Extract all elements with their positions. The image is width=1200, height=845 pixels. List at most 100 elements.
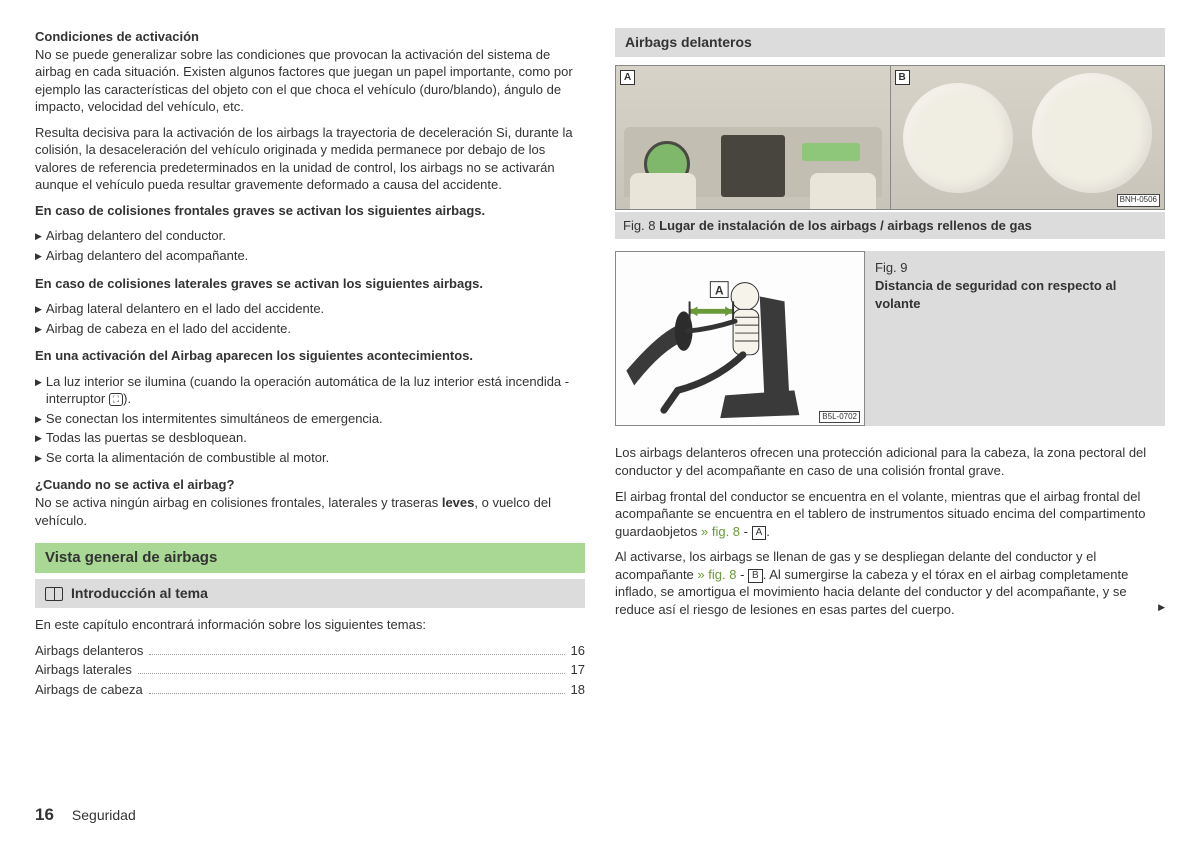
- bullet-icon: ▶: [35, 323, 42, 335]
- list-item: ▶ Todas las puertas se desbloquean.: [35, 429, 585, 447]
- ref-box-b: B: [748, 569, 763, 583]
- svg-text:A: A: [715, 284, 724, 298]
- section-intro-topic: Introducción al tema: [35, 579, 585, 608]
- toc-label: Airbags de cabeza: [35, 681, 143, 699]
- toc-dots: [149, 693, 565, 694]
- event-text-tail: ).: [123, 391, 131, 406]
- continue-marker-icon: ▶: [1158, 601, 1165, 613]
- bullet-icon: ▶: [35, 376, 42, 388]
- glovebox-highlight: [802, 143, 860, 161]
- noactivate-heading: ¿Cuando no se activa el airbag?: [35, 477, 234, 492]
- toc-row: Airbags de cabeza 18: [35, 681, 585, 699]
- list-text: Se conectan los intermitentes simultáneo…: [46, 410, 383, 428]
- airbag-shape: [1032, 73, 1152, 193]
- list-text: Todas las puertas se desbloquean.: [46, 429, 247, 447]
- list-text: Airbag delantero del conductor.: [46, 227, 226, 245]
- left-column: Condiciones de activación No se puede ge…: [35, 28, 585, 700]
- list-item: ▶ La luz interior se ilumina (cuando la …: [35, 373, 585, 408]
- list-text: Airbag de cabeza en el lado del accident…: [46, 320, 291, 338]
- noactivate-block: ¿Cuando no se activa el airbag? No se ac…: [35, 476, 585, 529]
- section-name: Seguridad: [72, 806, 136, 825]
- dash-sep: -: [744, 524, 752, 539]
- fig9-caption-b: Distancia de seguridad con respecto al v…: [875, 278, 1116, 311]
- conditions-p1: No se puede generalizar sobre las condic…: [35, 47, 573, 115]
- list-item: ▶ Airbag delantero del conductor.: [35, 227, 585, 245]
- figure-9-caption: Fig. 9 Distancia de seguridad con respec…: [865, 251, 1165, 426]
- right-column: Airbags delanteros A B BNH-0506 Fig. 8 L…: [615, 28, 1165, 700]
- bullet-icon: ▶: [35, 250, 42, 262]
- page-number: 16: [35, 804, 54, 827]
- list-item: ▶ Airbag lateral delantero en el lado del…: [35, 300, 585, 318]
- seat-shape: [630, 173, 696, 209]
- events-heading: En una activación del Airbag aparecen lo…: [35, 347, 585, 365]
- list-item: ▶ Airbag de cabeza en el lado del acciden…: [35, 320, 585, 338]
- intro-line: En este capítulo encontrará información …: [35, 616, 585, 634]
- noactivate-b: leves: [442, 495, 475, 510]
- page-columns: Condiciones de activación No se puede ge…: [35, 28, 1165, 700]
- toc-label: Airbags delanteros: [35, 642, 143, 660]
- figure-9: A B5L-0702: [615, 251, 865, 426]
- image-code: BNH-0506: [1117, 194, 1160, 207]
- list-text: Se corta la alimentación de combustible …: [46, 449, 329, 467]
- airbag-shape: [903, 83, 1013, 193]
- list-text: Airbag delantero del acompañante.: [46, 247, 248, 265]
- fig-ref: » fig. 8: [697, 567, 736, 582]
- right-p2a: El airbag frontal del conductor se encue…: [615, 489, 1145, 539]
- conditions-heading-text: Condiciones de activación: [35, 29, 199, 44]
- book-icon: [45, 587, 63, 601]
- section-front-airbags: Airbags delanteros: [615, 28, 1165, 57]
- fig8-caption-b: Lugar de instalación de los airbags / ai…: [659, 218, 1032, 233]
- toc-page: 16: [571, 642, 585, 660]
- fig8-caption-a: Fig. 8: [623, 218, 659, 233]
- figure-9-svg: A: [616, 252, 864, 425]
- bullet-icon: ▶: [35, 452, 42, 464]
- dash-sep: -: [740, 567, 748, 582]
- bullet-icon: ▶: [35, 303, 42, 315]
- image-code: B5L-0702: [819, 411, 860, 424]
- toc-page: 17: [571, 661, 585, 679]
- ref-box-a: A: [752, 526, 767, 540]
- panel-label-a: A: [620, 70, 635, 86]
- toc-label: Airbags laterales: [35, 661, 132, 679]
- panel-label-b: B: [895, 70, 910, 86]
- fig9-caption-a: Fig. 9: [875, 260, 908, 275]
- console-shape: [721, 135, 785, 197]
- list-text: Airbag lateral delantero en el lado del …: [46, 300, 324, 318]
- noactivate-a: No se activa ningún airbag en colisiones…: [35, 495, 442, 510]
- frontal-list: ▶ Airbag delantero del conductor. ▶ Airbag…: [35, 227, 585, 264]
- conditions-p2: Resulta decisiva para la activación de l…: [35, 124, 585, 194]
- figure-8: A B BNH-0506: [615, 65, 1165, 210]
- list-text: La luz interior se ilumina (cuando la op…: [46, 373, 585, 408]
- figure-8-panel-a: A: [616, 66, 891, 209]
- bullet-icon: ▶: [35, 230, 42, 242]
- right-p3: Al activarse, los airbags se llenan de g…: [615, 548, 1165, 618]
- section-intro-label: Introducción al tema: [71, 584, 208, 603]
- list-item: ▶ Se corta la alimentación de combustible…: [35, 449, 585, 467]
- bullet-icon: ▶: [35, 432, 42, 444]
- toc-page: 18: [571, 681, 585, 699]
- list-item: ▶ Airbag delantero del acompañante.: [35, 247, 585, 265]
- right-p2: El airbag frontal del conductor se encue…: [615, 488, 1165, 541]
- toc-row: Airbags delanteros 16: [35, 642, 585, 660]
- list-item: ▶ Se conectan los intermitentes simultáne…: [35, 410, 585, 428]
- page-footer: 16 Seguridad: [35, 804, 136, 827]
- switch-icon: ⛶: [109, 393, 123, 406]
- toc-row: Airbags laterales 17: [35, 661, 585, 679]
- section-overview-airbags: Vista general de airbags: [35, 543, 585, 573]
- period: .: [766, 524, 770, 539]
- fig-ref: » fig. 8: [701, 524, 740, 539]
- bullet-icon: ▶: [35, 413, 42, 425]
- lateral-list: ▶ Airbag lateral delantero en el lado del…: [35, 300, 585, 337]
- figure-8-panel-b: B BNH-0506: [891, 66, 1165, 209]
- figure-8-caption: Fig. 8 Lugar de instalación de los airba…: [615, 212, 1165, 240]
- events-list: ▶ La luz interior se ilumina (cuando la …: [35, 373, 585, 467]
- toc: Airbags delanteros 16 Airbags laterales …: [35, 642, 585, 699]
- lateral-heading: En caso de colisiones laterales graves s…: [35, 275, 585, 293]
- seat-shape: [810, 173, 876, 209]
- figure-9-row: A B5L-0702 Fig. 9 Distancia de seguridad…: [615, 251, 1165, 426]
- toc-dots: [138, 673, 565, 674]
- conditions-heading: Condiciones de activación No se puede ge…: [35, 28, 585, 116]
- right-p1: Los airbags delanteros ofrecen una prote…: [615, 444, 1165, 479]
- toc-dots: [149, 654, 564, 655]
- frontal-heading: En caso de colisiones frontales graves s…: [35, 202, 585, 220]
